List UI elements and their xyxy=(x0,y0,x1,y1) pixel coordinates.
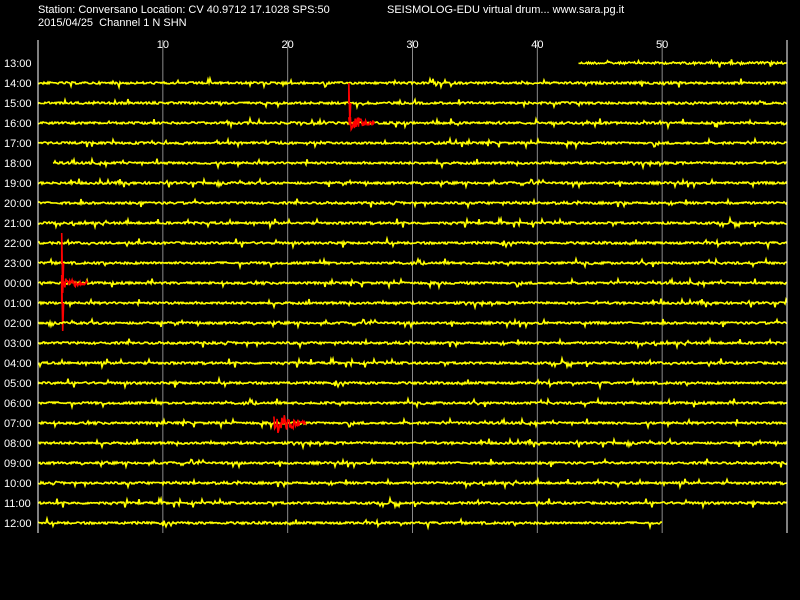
x-tick-label-30: 30 xyxy=(406,39,418,51)
event-1500-0 xyxy=(348,82,352,124)
row-label-0400: 04:00 xyxy=(4,358,32,370)
trace-1800 xyxy=(52,156,788,171)
trace-0600 xyxy=(37,396,788,411)
date-channel-line: 2015/04/25 Channel 1 N SHN xyxy=(38,17,187,29)
trace-0100 xyxy=(37,296,788,311)
trace-0700 xyxy=(38,416,787,431)
trace-0300 xyxy=(37,336,788,351)
row-label-0100: 01:00 xyxy=(4,298,32,310)
row-label-0900: 09:00 xyxy=(4,458,32,470)
trace-1100 xyxy=(37,495,788,510)
trace-0400 xyxy=(37,355,788,370)
row-label-2300: 23:00 xyxy=(4,258,32,270)
row-label-0600: 06:00 xyxy=(4,398,32,410)
row-label-1600: 16:00 xyxy=(4,118,32,130)
row-label-0200: 02:00 xyxy=(4,318,32,330)
event-2300-0 xyxy=(60,232,65,294)
row-label-1800: 18:00 xyxy=(4,158,32,170)
row-label-1000: 10:00 xyxy=(4,478,32,490)
trace-1200 xyxy=(37,515,663,531)
row-label-0300: 03:00 xyxy=(4,338,32,350)
trace-0200 xyxy=(37,317,788,330)
event-1600-0 xyxy=(348,116,376,132)
trace-1300 xyxy=(578,58,787,68)
event-0100-0 xyxy=(60,274,65,332)
trace-1600 xyxy=(37,115,788,131)
x-tick-label-10: 10 xyxy=(157,39,169,51)
row-label-1200: 12:00 xyxy=(4,518,32,530)
event-0700-0 xyxy=(273,415,307,434)
x-tick-label-40: 40 xyxy=(531,39,543,51)
trace-0900 xyxy=(37,457,788,470)
row-label-0700: 07:00 xyxy=(4,418,32,430)
trace-2000 xyxy=(37,197,788,210)
row-label-0800: 08:00 xyxy=(4,438,32,450)
trace-0800 xyxy=(37,436,788,451)
x-tick-label-20: 20 xyxy=(282,39,294,51)
row-label-1900: 19:00 xyxy=(4,178,32,190)
row-label-2200: 22:00 xyxy=(4,238,32,250)
event-0000-0 xyxy=(61,277,89,289)
trace-2300 xyxy=(37,256,788,271)
row-label-1300: 13:00 xyxy=(4,58,32,70)
row-label-1500: 15:00 xyxy=(4,98,32,110)
trace-0500 xyxy=(37,375,788,391)
row-label-1400: 14:00 xyxy=(4,78,32,90)
x-tick-label-50: 50 xyxy=(656,39,668,51)
trace-2100 xyxy=(37,215,788,231)
row-label-0500: 05:00 xyxy=(4,378,32,390)
trace-1000 xyxy=(37,476,788,491)
row-label-1100: 11:00 xyxy=(4,498,31,510)
trace-2200 xyxy=(37,235,788,251)
trace-1400 xyxy=(37,75,788,91)
trace-0000 xyxy=(37,276,788,291)
row-label-2000: 20:00 xyxy=(4,198,32,210)
app-brand-line: SEISMOLOG-EDU virtual drum... www.sara.p… xyxy=(387,4,625,16)
row-label-0000: 00:00 xyxy=(4,278,32,290)
trace-1900 xyxy=(37,176,788,190)
station-info-line: Station: Conversano Location: CV 40.9712… xyxy=(38,4,330,16)
trace-1500 xyxy=(37,96,788,111)
row-label-1700: 17:00 xyxy=(4,138,32,150)
row-label-2100: 21:00 xyxy=(4,218,32,230)
trace-1700 xyxy=(37,136,788,151)
